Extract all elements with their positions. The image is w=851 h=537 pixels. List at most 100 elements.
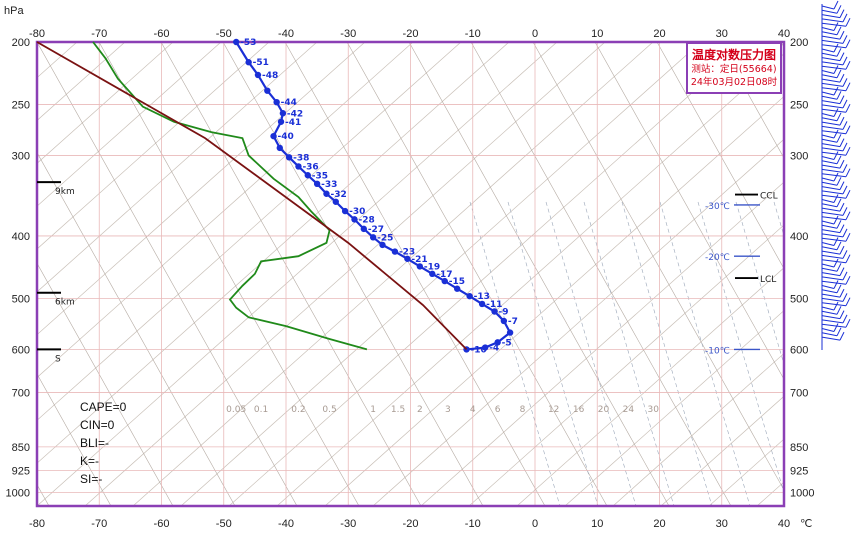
moist-adiabat-line xyxy=(408,42,670,506)
wind-barb-flag xyxy=(845,211,851,220)
x-tick-label-bottom: -40 xyxy=(278,518,294,530)
adiabat-line xyxy=(37,42,462,421)
temperature-data-label: -13 xyxy=(474,292,490,302)
mixing-ratio-label: 24 xyxy=(623,405,635,415)
wind-barb-flag xyxy=(842,250,848,259)
wind-barb xyxy=(821,108,847,113)
height-mark-label: 9km xyxy=(55,187,75,197)
wind-barb xyxy=(821,57,841,62)
indices-list: CAPE=0 CIN=0 BLI=- K=- SI=- xyxy=(80,398,126,488)
adiabat-line xyxy=(37,42,318,293)
chart-title: 温度对数压力图 xyxy=(691,48,776,62)
y-tick-label-right: 925 xyxy=(790,466,808,478)
moist-adiabat-line xyxy=(470,42,732,506)
y-tick-label-right: 850 xyxy=(790,442,808,454)
temperature-data-label: -36 xyxy=(302,162,318,172)
adiabat-line xyxy=(37,42,558,506)
x-tick-label-top: -30 xyxy=(340,28,356,40)
series-line-2 xyxy=(36,41,468,351)
mixing-ratio-label: 20 xyxy=(598,405,610,415)
adiabat-line xyxy=(468,224,784,506)
adiabat-line xyxy=(84,42,606,506)
wind-barb xyxy=(821,100,841,105)
height-mark-label: 6km xyxy=(55,298,75,308)
temperature-data-label: -4 xyxy=(489,344,499,354)
wind-barb xyxy=(821,9,838,14)
x-tick-label-top: -10 xyxy=(465,28,481,40)
temperature-data-label: -7 xyxy=(508,317,518,327)
wind-barb xyxy=(821,125,844,130)
wind-barb xyxy=(821,272,841,277)
mixing-ratio-label: 1 xyxy=(370,405,376,415)
tick-labels: -80-80-70-70-60-60-50-50-40-40-30-30-20-… xyxy=(4,5,814,530)
wind-barb xyxy=(821,194,847,199)
temperature-point xyxy=(270,132,277,140)
wind-barb-flag xyxy=(839,52,845,61)
wind-barb-flag xyxy=(839,202,845,212)
x-tick-label-top: -20 xyxy=(403,28,419,40)
wind-barb-flag xyxy=(833,86,839,96)
wind-barb xyxy=(821,121,841,126)
y-tick-label-left: 300 xyxy=(12,150,30,162)
x-tick-label-top: -50 xyxy=(216,28,232,40)
wind-barb xyxy=(821,190,844,195)
x-tick-label-bottom: 20 xyxy=(653,518,665,530)
mixing-ratio-line xyxy=(621,201,713,506)
wind-barb xyxy=(821,323,847,328)
y-tick-label-left: 850 xyxy=(12,442,30,454)
index-cape: CAPE=0 xyxy=(80,400,127,414)
wind-barb-flag xyxy=(833,280,839,289)
wind-barb-flag xyxy=(839,95,845,104)
isotherm-label: -20℃ xyxy=(705,253,730,263)
wind-barb xyxy=(821,113,835,117)
wind-barb-flag xyxy=(845,318,851,328)
wind-barb-flag xyxy=(833,43,839,53)
wind-barb-flag xyxy=(833,0,839,10)
wind-barb-flag xyxy=(845,60,851,70)
x-tick-label-top: -60 xyxy=(154,28,170,40)
mixing-ratio-label: 0.1 xyxy=(254,405,268,415)
wind-barb-flag xyxy=(842,207,848,216)
y-unit-label: hPa xyxy=(4,5,24,17)
wind-barb-flag xyxy=(839,138,845,147)
x-tick-label-bottom: -60 xyxy=(154,518,170,530)
temperature-data-label: -27 xyxy=(368,225,384,235)
temperature-point xyxy=(500,317,508,325)
wind-barb xyxy=(821,5,835,10)
series-line-0 xyxy=(235,41,512,351)
wind-barb xyxy=(821,315,841,320)
wind-barb-flag xyxy=(845,254,851,263)
index-bli: BLI=- xyxy=(80,436,110,450)
wind-barb-flag xyxy=(836,198,842,208)
temperature-data-label: -41 xyxy=(285,118,301,128)
wind-barb xyxy=(821,138,838,143)
index-cin: CIN=0 xyxy=(80,418,115,432)
wind-barb xyxy=(821,332,838,337)
wind-barb xyxy=(821,181,838,186)
wind-barb xyxy=(821,319,844,324)
mixing-ratio-label: 0.05 xyxy=(226,405,246,415)
x-tick-label-top: 10 xyxy=(591,28,603,40)
wind-barb xyxy=(821,95,838,100)
wind-barb xyxy=(821,224,838,229)
x-tick-label-bottom: -70 xyxy=(91,518,107,530)
temperature-data-label: -35 xyxy=(312,171,328,181)
wind-barb-flag xyxy=(845,82,851,91)
mixing-ratio-label: 8 xyxy=(520,405,526,415)
wind-barb-flag xyxy=(833,22,839,31)
x-tick-label-bottom: 0 xyxy=(532,518,538,530)
y-tick-label-left: 925 xyxy=(12,466,30,478)
temperature-point xyxy=(429,270,436,278)
temperature-data-label: -40 xyxy=(278,132,294,142)
mixing-ratio-label: 16 xyxy=(573,405,585,415)
wind-barb xyxy=(821,61,844,66)
index-si: SI=- xyxy=(80,472,103,486)
wind-barb-flag xyxy=(836,155,842,165)
mixing-ratio-label: 0.5 xyxy=(322,405,336,415)
wind-barb-flag xyxy=(842,185,848,195)
temperature-point xyxy=(285,154,293,161)
station-label: 测站：定日(55664) xyxy=(691,64,777,75)
temperature-point xyxy=(506,329,514,336)
wind-barb xyxy=(821,246,838,251)
wind-barb-flag xyxy=(842,56,848,66)
